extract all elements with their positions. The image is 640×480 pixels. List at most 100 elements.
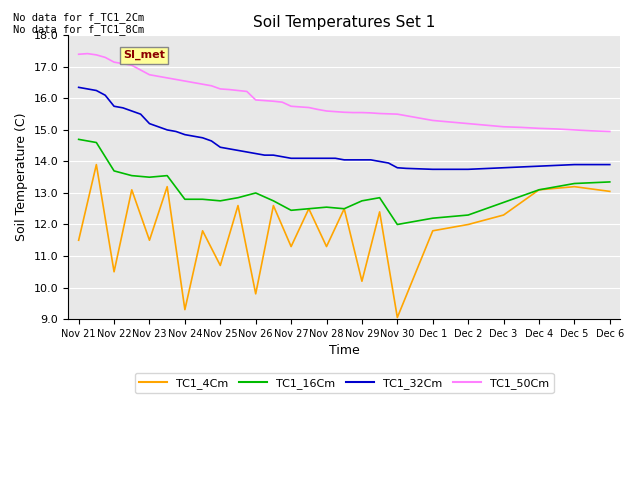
TC1_32Cm	[154, 124, 162, 130]
TC1_32Cm	[172, 129, 180, 134]
TC1_4Cm	[287, 244, 295, 250]
TC1_16Cm	[146, 174, 154, 180]
Text: No data for f_TC1_8Cm: No data for f_TC1_8Cm	[13, 24, 144, 35]
TC1_50Cm	[75, 51, 83, 57]
TC1_4Cm	[464, 222, 472, 228]
TC1_4Cm	[128, 187, 136, 192]
TC1_16Cm	[216, 198, 224, 204]
TC1_16Cm	[234, 195, 242, 201]
TC1_32Cm	[367, 157, 374, 163]
TC1_16Cm	[429, 216, 436, 221]
TC1_32Cm	[296, 156, 304, 161]
TC1_32Cm	[163, 127, 171, 133]
TC1_32Cm	[287, 156, 295, 161]
TC1_50Cm	[588, 128, 596, 134]
TC1_4Cm	[75, 238, 83, 243]
TC1_16Cm	[252, 190, 260, 196]
TC1_32Cm	[243, 149, 251, 155]
TC1_16Cm	[358, 198, 366, 204]
TC1_4Cm	[394, 314, 401, 320]
X-axis label: Time: Time	[329, 344, 360, 357]
TC1_32Cm	[260, 152, 268, 158]
TC1_16Cm	[500, 200, 508, 205]
TC1_32Cm	[305, 156, 313, 161]
TC1_4Cm	[340, 206, 348, 212]
TC1_4Cm	[269, 203, 277, 208]
TC1_4Cm	[216, 263, 224, 268]
TC1_16Cm	[570, 180, 578, 186]
TC1_4Cm	[146, 238, 154, 243]
TC1_50Cm	[376, 110, 383, 116]
TC1_50Cm	[181, 78, 189, 84]
TC1_32Cm	[269, 152, 277, 158]
TC1_32Cm	[84, 86, 92, 92]
TC1_16Cm	[340, 206, 348, 212]
TC1_32Cm	[216, 144, 224, 150]
TC1_4Cm	[500, 212, 508, 218]
TC1_32Cm	[385, 160, 392, 166]
TC1_4Cm	[234, 203, 242, 208]
TC1_32Cm	[278, 154, 286, 159]
TC1_32Cm	[340, 157, 348, 163]
TC1_32Cm	[464, 167, 472, 172]
TC1_4Cm	[606, 189, 614, 194]
TC1_16Cm	[535, 187, 543, 192]
TC1_32Cm	[110, 103, 118, 109]
TC1_32Cm	[420, 166, 428, 172]
TC1_32Cm	[376, 158, 383, 164]
TC1_32Cm	[394, 165, 401, 170]
TC1_4Cm	[110, 269, 118, 275]
TC1_4Cm	[252, 291, 260, 297]
TC1_32Cm	[429, 167, 436, 172]
TC1_32Cm	[75, 84, 83, 90]
TC1_32Cm	[199, 135, 207, 141]
TC1_32Cm	[570, 162, 578, 168]
TC1_16Cm	[287, 207, 295, 213]
TC1_16Cm	[376, 195, 383, 201]
TC1_32Cm	[500, 165, 508, 170]
TC1_50Cm	[216, 86, 224, 92]
TC1_32Cm	[225, 146, 233, 152]
Title: Soil Temperatures Set 1: Soil Temperatures Set 1	[253, 15, 435, 30]
TC1_32Cm	[181, 132, 189, 138]
TC1_32Cm	[332, 156, 339, 161]
TC1_32Cm	[190, 133, 198, 139]
Line: TC1_50Cm: TC1_50Cm	[79, 54, 610, 132]
TC1_50Cm	[403, 113, 410, 119]
TC1_32Cm	[128, 108, 136, 114]
TC1_32Cm	[535, 163, 543, 169]
TC1_4Cm	[93, 162, 100, 168]
TC1_50Cm	[606, 129, 614, 134]
Y-axis label: Soil Temperature (C): Soil Temperature (C)	[15, 113, 28, 241]
Line: TC1_4Cm: TC1_4Cm	[79, 165, 610, 317]
TC1_16Cm	[110, 168, 118, 174]
TC1_16Cm	[128, 173, 136, 179]
TC1_4Cm	[358, 278, 366, 284]
TC1_4Cm	[199, 228, 207, 234]
TC1_4Cm	[429, 228, 436, 234]
TC1_32Cm	[314, 156, 321, 161]
TC1_16Cm	[75, 136, 83, 142]
TC1_16Cm	[305, 206, 313, 212]
TC1_16Cm	[394, 222, 401, 228]
Text: SI_met: SI_met	[124, 50, 165, 60]
TC1_4Cm	[535, 187, 543, 192]
TC1_32Cm	[411, 166, 419, 171]
TC1_32Cm	[323, 156, 330, 161]
TC1_16Cm	[464, 212, 472, 218]
TC1_16Cm	[163, 173, 171, 179]
Line: TC1_16Cm: TC1_16Cm	[79, 139, 610, 225]
TC1_4Cm	[376, 209, 383, 215]
TC1_16Cm	[323, 204, 330, 210]
TC1_32Cm	[349, 157, 357, 163]
TC1_32Cm	[234, 147, 242, 153]
TC1_32Cm	[137, 111, 145, 117]
TC1_50Cm	[84, 51, 92, 57]
TC1_32Cm	[403, 166, 410, 171]
TC1_16Cm	[606, 179, 614, 185]
TC1_4Cm	[181, 307, 189, 312]
TC1_16Cm	[199, 196, 207, 202]
TC1_32Cm	[93, 88, 100, 94]
TC1_32Cm	[101, 92, 109, 98]
TC1_50Cm	[225, 87, 233, 93]
